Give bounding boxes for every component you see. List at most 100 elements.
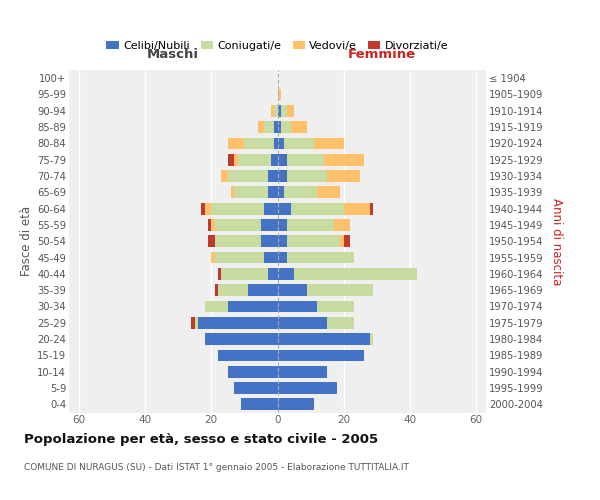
Bar	[344, 203, 370, 214]
Bar	[202, 203, 205, 214]
Bar	[281, 105, 287, 117]
Bar	[235, 382, 277, 394]
Bar	[277, 236, 287, 247]
Bar	[271, 154, 277, 166]
Bar	[277, 121, 281, 133]
Bar	[287, 236, 340, 247]
Bar	[268, 170, 277, 182]
Bar	[211, 219, 215, 231]
Y-axis label: Anni di nascita: Anni di nascita	[550, 198, 563, 285]
Bar	[277, 219, 287, 231]
Bar	[287, 219, 334, 231]
Bar	[277, 366, 327, 378]
Bar	[228, 366, 277, 378]
Bar	[334, 219, 350, 231]
Bar	[244, 138, 274, 149]
Bar	[277, 300, 317, 312]
Bar	[344, 236, 350, 247]
Bar	[271, 105, 274, 117]
Bar	[215, 284, 218, 296]
Bar	[198, 317, 277, 328]
Text: COMUNE DI NURAGUS (SU) - Dati ISTAT 1° gennaio 2005 - Elaborazione TUTTITALIA.IT: COMUNE DI NURAGUS (SU) - Dati ISTAT 1° g…	[24, 462, 409, 471]
Bar	[228, 300, 277, 312]
Bar	[287, 154, 324, 166]
Bar	[277, 268, 294, 280]
Bar	[208, 236, 215, 247]
Bar	[238, 154, 271, 166]
Bar	[317, 186, 340, 198]
Bar	[264, 203, 277, 214]
Bar	[218, 350, 277, 362]
Bar	[324, 154, 364, 166]
Y-axis label: Fasce di età: Fasce di età	[20, 206, 33, 276]
Bar	[261, 236, 277, 247]
Text: Femmine: Femmine	[347, 48, 416, 62]
Bar	[277, 252, 287, 264]
Bar	[205, 333, 277, 345]
Bar	[221, 268, 268, 280]
Bar	[277, 170, 287, 182]
Bar	[211, 203, 264, 214]
Bar	[268, 186, 277, 198]
Bar	[274, 105, 277, 117]
Bar	[235, 186, 268, 198]
Bar	[277, 88, 281, 101]
Bar	[327, 170, 360, 182]
Bar	[228, 138, 244, 149]
Bar	[235, 154, 238, 166]
Bar	[277, 382, 337, 394]
Bar	[268, 268, 277, 280]
Bar	[274, 138, 277, 149]
Bar	[370, 333, 373, 345]
Bar	[317, 300, 353, 312]
Bar	[205, 300, 228, 312]
Bar	[277, 186, 284, 198]
Bar	[218, 268, 221, 280]
Bar	[211, 252, 215, 264]
Bar	[327, 317, 353, 328]
Bar	[294, 268, 416, 280]
Bar	[284, 138, 314, 149]
Bar	[277, 317, 327, 328]
Bar	[231, 186, 235, 198]
Bar	[241, 398, 277, 410]
Bar	[205, 203, 211, 214]
Bar	[261, 219, 277, 231]
Bar	[287, 170, 327, 182]
Bar	[277, 398, 314, 410]
Text: Maschi: Maschi	[147, 48, 199, 62]
Bar	[340, 236, 344, 247]
Bar	[287, 252, 353, 264]
Bar	[215, 219, 261, 231]
Bar	[370, 203, 373, 214]
Bar	[195, 317, 198, 328]
Bar	[277, 284, 307, 296]
Bar	[291, 203, 344, 214]
Bar	[277, 203, 291, 214]
Text: Popolazione per età, sesso e stato civile - 2005: Popolazione per età, sesso e stato civil…	[24, 432, 378, 446]
Bar	[277, 154, 287, 166]
Bar	[208, 219, 211, 231]
Bar	[314, 138, 344, 149]
Bar	[215, 252, 264, 264]
Bar	[257, 121, 264, 133]
Bar	[284, 186, 317, 198]
Bar	[221, 170, 228, 182]
Bar	[277, 350, 364, 362]
Bar	[281, 121, 291, 133]
Bar	[191, 317, 195, 328]
Bar	[277, 105, 281, 117]
Bar	[277, 333, 370, 345]
Bar	[291, 121, 307, 133]
Bar	[307, 284, 373, 296]
Bar	[218, 284, 248, 296]
Bar	[277, 138, 284, 149]
Bar	[264, 252, 277, 264]
Bar	[228, 170, 268, 182]
Bar	[228, 154, 235, 166]
Bar	[215, 236, 261, 247]
Bar	[287, 105, 294, 117]
Bar	[248, 284, 277, 296]
Legend: Celibi/Nubili, Coniugati/e, Vedovi/e, Divorziati/e: Celibi/Nubili, Coniugati/e, Vedovi/e, Di…	[102, 36, 453, 55]
Bar	[274, 121, 277, 133]
